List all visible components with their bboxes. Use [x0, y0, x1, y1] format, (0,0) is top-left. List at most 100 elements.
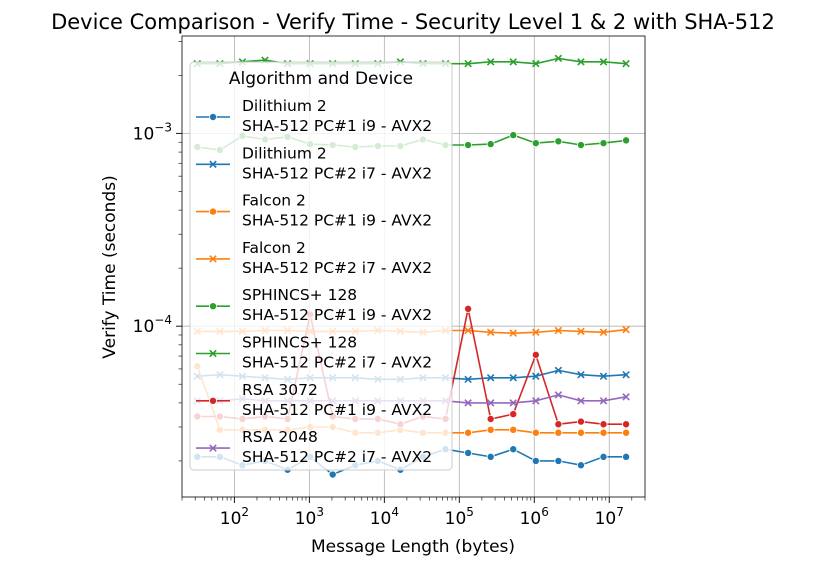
data-point: [622, 136, 631, 145]
data-point-stroke: [622, 59, 630, 68]
data-point-stroke: [532, 397, 540, 405]
data-point-stroke: [577, 397, 585, 405]
legend-item: RSA 3072 SHA-512 PC#1 i9 - AVX2: [196, 381, 432, 419]
legend-label-line1: Falcon 2: [242, 192, 306, 210]
data-point: [599, 452, 608, 461]
data-point-stroke: [554, 54, 563, 63]
x-tick-label-base: 10: [220, 509, 242, 529]
data-point: [486, 328, 495, 337]
data-point: [554, 456, 563, 465]
plot-frame: [181, 35, 646, 498]
data-point: [464, 304, 473, 313]
data-point-stroke: [509, 399, 518, 407]
data-point: [554, 326, 563, 335]
data-point-stroke: [509, 329, 518, 337]
x-axis-label: Message Length (bytes): [311, 537, 515, 557]
data-point-stroke: [622, 393, 630, 401]
legend-label-line2: SHA-512 PC#2 i7 - AVX2: [242, 164, 432, 182]
data-point: [509, 329, 518, 337]
legend-item: SPHINCS+ 128 SHA-512 PC#2 i7 - AVX2: [196, 334, 432, 372]
data-point: [531, 428, 540, 437]
data-point-stroke: [532, 328, 540, 337]
data-point: [486, 399, 495, 407]
data-point: [622, 325, 630, 334]
data-point-stroke: [577, 370, 585, 379]
legend-label-line1: RSA 2048: [242, 428, 318, 446]
data-point: [599, 397, 608, 405]
data-point: [599, 328, 608, 337]
x-tick-label-base: 10: [445, 509, 467, 529]
legend-title: Algorithm and Device: [229, 69, 413, 89]
legend-item: Falcon 2 SHA-512 PC#1 i9 - AVX2: [196, 192, 432, 230]
x-tick-label: 103: [295, 505, 324, 529]
data-point: [599, 372, 608, 380]
data-point: [599, 428, 608, 437]
legend-swatch-marker: [208, 113, 217, 122]
data-point-stroke: [532, 372, 540, 380]
data-point: [486, 58, 495, 66]
y-axis: 10−410−3: [133, 41, 182, 462]
data-point: [622, 428, 631, 437]
data-point: [577, 58, 585, 66]
x-tick-label-exp: 3: [316, 505, 324, 519]
data-point-stroke: [464, 59, 472, 68]
data-point-stroke: [532, 59, 540, 68]
x-tick-label: 106: [520, 505, 549, 529]
y-tick-label-exp: −3: [154, 120, 172, 134]
data-point-stroke: [622, 325, 630, 334]
data-point-stroke: [599, 372, 608, 380]
data-point: [509, 58, 518, 66]
data-point-stroke: [554, 326, 563, 335]
data-point: [554, 420, 563, 429]
legend-label-line1: Dilithium 2: [242, 97, 327, 115]
x-tick-label-base: 10: [370, 509, 392, 529]
x-axis: 102 103 104 105 106 107: [181, 497, 646, 529]
legend-item: RSA 2048 SHA-512 PC#2 i7 - AVX2: [196, 428, 432, 466]
legend-swatch-marker: [208, 396, 217, 405]
data-point-stroke: [464, 326, 472, 335]
x-tick-label-exp: 4: [391, 505, 399, 519]
data-point: [464, 448, 473, 457]
legend-swatch-marker: [209, 160, 217, 169]
legend-swatch-marker: [209, 255, 217, 263]
data-point: [576, 417, 585, 426]
legend-swatch-marker: [208, 207, 217, 216]
data-point-stroke: [464, 375, 472, 384]
data-point: [509, 445, 518, 454]
legend-label-line1: Dilithium 2: [242, 144, 327, 162]
legend-label-line2: SHA-512 PC#1 i9 - AVX2: [242, 401, 432, 419]
legend: Algorithm and Device Dilithium 2 SHA-512 …: [189, 61, 453, 471]
legend-swatch-marker-stroke: [209, 255, 217, 263]
data-point: [622, 393, 630, 401]
x-tick-label-exp: 6: [541, 505, 549, 519]
data-point: [577, 397, 585, 405]
data-point-stroke: [599, 397, 608, 405]
data-point: [531, 350, 540, 359]
legend-swatch-marker: [209, 444, 217, 452]
data-point: [576, 428, 585, 437]
data-point: [509, 399, 518, 407]
x-tick-label: 102: [220, 505, 249, 529]
data-point-stroke: [599, 58, 608, 66]
y-tick-label-base: 10: [133, 124, 155, 144]
data-point: [577, 327, 585, 336]
data-point: [554, 391, 563, 399]
x-tick-label: 104: [370, 505, 399, 529]
data-point: [464, 59, 472, 68]
data-point: [464, 428, 473, 437]
data-point: [532, 328, 540, 337]
data-point: [554, 428, 563, 437]
legend-swatch-marker-stroke: [209, 444, 217, 452]
data-point: [486, 140, 495, 149]
legend-box: [189, 61, 453, 471]
data-point: [486, 415, 495, 424]
data-point: [464, 375, 472, 384]
legend-label-line1: Falcon 2: [242, 239, 306, 257]
data-point: [599, 420, 608, 429]
legend-label-line2: SHA-512 PC#1 i9 - AVX2: [242, 306, 432, 324]
data-point-stroke: [577, 327, 585, 336]
legend-label-line2: SHA-512 PC#1 i9 - AVX2: [242, 117, 432, 135]
chart-title: Device Comparison - Verify Time - Securi…: [51, 10, 775, 34]
data-point: [464, 399, 472, 407]
data-point-stroke: [599, 328, 608, 337]
